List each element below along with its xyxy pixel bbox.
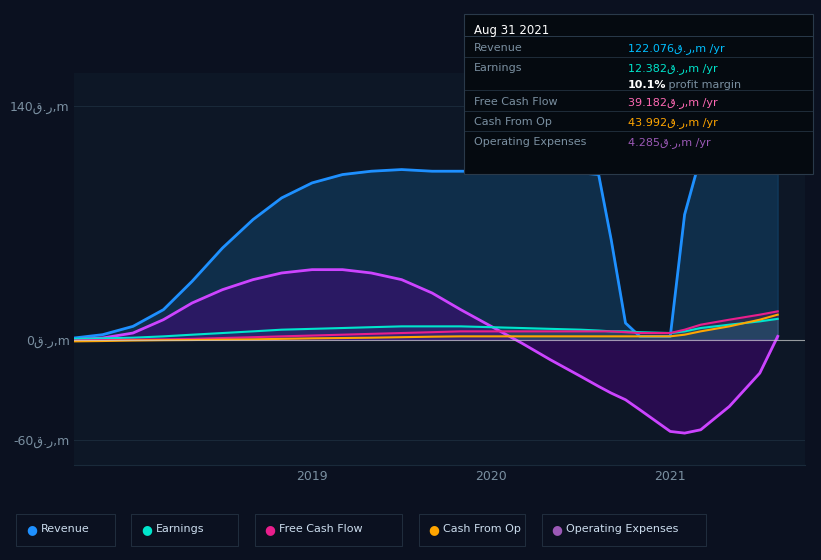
- Text: Operating Expenses: Operating Expenses: [474, 137, 586, 147]
- Text: ●: ●: [141, 522, 152, 536]
- Text: 10.1%: 10.1%: [628, 80, 667, 90]
- Text: Aug 31 2021: Aug 31 2021: [474, 24, 549, 37]
- Text: ●: ●: [552, 522, 562, 536]
- Text: 12.382ق.ر,m /yr: 12.382ق.ر,m /yr: [628, 63, 718, 74]
- Text: 4.285ق.ر,m /yr: 4.285ق.ر,m /yr: [628, 137, 711, 148]
- Text: ●: ●: [26, 522, 37, 536]
- Text: Cash From Op: Cash From Op: [443, 524, 521, 534]
- Text: Operating Expenses: Operating Expenses: [566, 524, 679, 534]
- Text: Earnings: Earnings: [474, 63, 522, 73]
- Text: Free Cash Flow: Free Cash Flow: [279, 524, 363, 534]
- Text: profit margin: profit margin: [665, 80, 741, 90]
- Text: 43.992ق.ر,m /yr: 43.992ق.ر,m /yr: [628, 117, 718, 128]
- Text: 39.182ق.ر,m /yr: 39.182ق.ر,m /yr: [628, 97, 718, 108]
- Text: Earnings: Earnings: [156, 524, 204, 534]
- Text: ●: ●: [429, 522, 439, 536]
- Text: Cash From Op: Cash From Op: [474, 117, 552, 127]
- Text: Free Cash Flow: Free Cash Flow: [474, 97, 557, 107]
- Text: Revenue: Revenue: [474, 43, 522, 53]
- Text: 122.076ق.ر,m /yr: 122.076ق.ر,m /yr: [628, 43, 725, 54]
- Text: ●: ●: [264, 522, 275, 536]
- Text: Revenue: Revenue: [41, 524, 89, 534]
